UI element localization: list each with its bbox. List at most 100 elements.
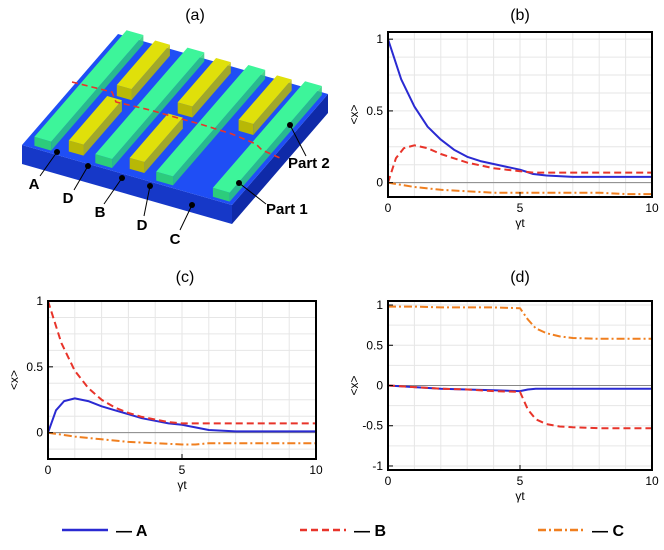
substrate-side-right — [232, 94, 328, 224]
strip-0-side — [51, 35, 144, 151]
legend-label-a: — A — [116, 523, 148, 540]
legend: — A — B — C — [62, 523, 624, 540]
y-tick-label: -1 — [372, 459, 383, 473]
substrate-side-front — [22, 145, 232, 224]
strip-1-top — [95, 47, 205, 159]
panel-label-b: (b) — [510, 7, 530, 24]
series-line-c — [47, 431, 316, 446]
pad-2-side — [192, 62, 231, 118]
panel-label-d: (d) — [510, 269, 530, 286]
pad-4-top — [238, 75, 292, 124]
pad-1-side — [83, 100, 122, 156]
pointer-dot — [54, 149, 60, 155]
x-tick-label: 5 — [517, 201, 524, 215]
y-tick-label: 1 — [376, 32, 383, 46]
pad-1 — [68, 96, 122, 156]
y-tick-label: 0.5 — [26, 360, 43, 374]
panel-label-a: (a) — [185, 7, 205, 24]
x-tick-label: 5 — [517, 474, 524, 488]
strip-2-top — [156, 65, 266, 177]
partition-line — [71, 81, 281, 159]
strip-label-a: A — [29, 176, 40, 193]
x-tick-label: 10 — [309, 463, 323, 477]
strip-0-top — [34, 30, 144, 142]
y-tick-label: -0.5 — [362, 419, 383, 433]
strip-1-side — [112, 52, 205, 168]
x-axis-label: γt — [177, 478, 187, 492]
pad-1-top — [68, 96, 122, 145]
pointer-dot — [287, 122, 293, 128]
pad-2-front — [177, 102, 193, 118]
pointer-dot — [85, 163, 91, 169]
strip-label-c: C — [170, 231, 181, 248]
y-axis-label: <x> — [347, 375, 361, 395]
y-tick-label: 1 — [36, 294, 43, 308]
strip-1-front — [95, 154, 113, 168]
plot-d: 0 5 10 -1 -0.5 0 0.5 1 γt <x> — [347, 298, 659, 503]
series-line-a — [387, 38, 652, 178]
pad-4-side — [253, 79, 292, 135]
x-tick-label: 0 — [385, 201, 392, 215]
strip-3-top — [212, 81, 322, 193]
y-tick-label: 0 — [376, 379, 383, 393]
y-tick-label: 0 — [36, 426, 43, 440]
y-tick-label: 1 — [376, 298, 383, 312]
strip-2-side — [173, 69, 266, 186]
x-tick-label: 5 — [179, 463, 186, 477]
plot-b: 0 5 10 0 0.5 1 γt <x> — [347, 31, 659, 230]
series-line-b — [387, 384, 652, 430]
series-line-a — [47, 397, 316, 434]
series-line-b — [387, 144, 652, 184]
x-tick-label: 0 — [45, 463, 52, 477]
pointer-dot — [119, 175, 125, 181]
plot-c: 0 5 10 0 0.5 1 γt <x> — [7, 294, 323, 492]
strip-2 — [156, 65, 266, 186]
strip-3 — [212, 81, 322, 202]
x-tick-label: 10 — [645, 201, 659, 215]
pad-1-front — [68, 140, 84, 156]
strip-label-d1: D — [63, 190, 74, 207]
pad-4-front — [238, 119, 254, 135]
strip-3-front — [212, 187, 230, 202]
part-2-label: Part 2 — [288, 155, 330, 172]
series-line-c — [388, 305, 652, 340]
y-tick-label: 0 — [376, 176, 383, 190]
x-tick-label: 10 — [645, 474, 659, 488]
pad-3-side — [144, 117, 183, 174]
series-line-b — [47, 300, 316, 425]
series-line-a — [387, 384, 652, 393]
strip-2-front — [156, 171, 174, 186]
x-tick-label: 0 — [385, 474, 392, 488]
y-tick-label: 0.5 — [366, 104, 383, 118]
device-schematic: (a) A D B D — [22, 7, 330, 248]
pad-3 — [129, 113, 183, 174]
part-1-label: Part 1 — [266, 201, 308, 218]
pad-0-top — [116, 40, 170, 90]
panel-label-c: (c) — [176, 269, 195, 286]
y-axis-label: <x> — [347, 104, 361, 124]
pad-0-front — [116, 84, 132, 101]
pad-2-top — [177, 57, 231, 107]
strip-label-b: B — [95, 204, 106, 221]
pad-0-side — [131, 44, 170, 101]
pad-4 — [238, 75, 292, 135]
legend-label-b: — B — [354, 523, 386, 540]
pointer-dot — [236, 180, 242, 186]
strip-0 — [34, 30, 144, 151]
strips — [34, 30, 322, 202]
y-tick-label: 0.5 — [366, 338, 383, 352]
pad-3-front — [129, 157, 145, 174]
strip-label-d2: D — [137, 217, 148, 234]
strip-1 — [95, 47, 205, 168]
strip-3-side — [229, 86, 322, 202]
pad-3-top — [129, 113, 183, 163]
pointers — [39, 124, 307, 231]
pad-0 — [116, 40, 170, 101]
x-axis-label: γt — [515, 489, 525, 503]
x-axis-label: γt — [515, 216, 525, 230]
pad-2 — [177, 57, 231, 118]
y-axis-label: <x> — [7, 370, 21, 390]
strip-0-front — [34, 136, 52, 151]
pointer-dot — [147, 183, 153, 189]
